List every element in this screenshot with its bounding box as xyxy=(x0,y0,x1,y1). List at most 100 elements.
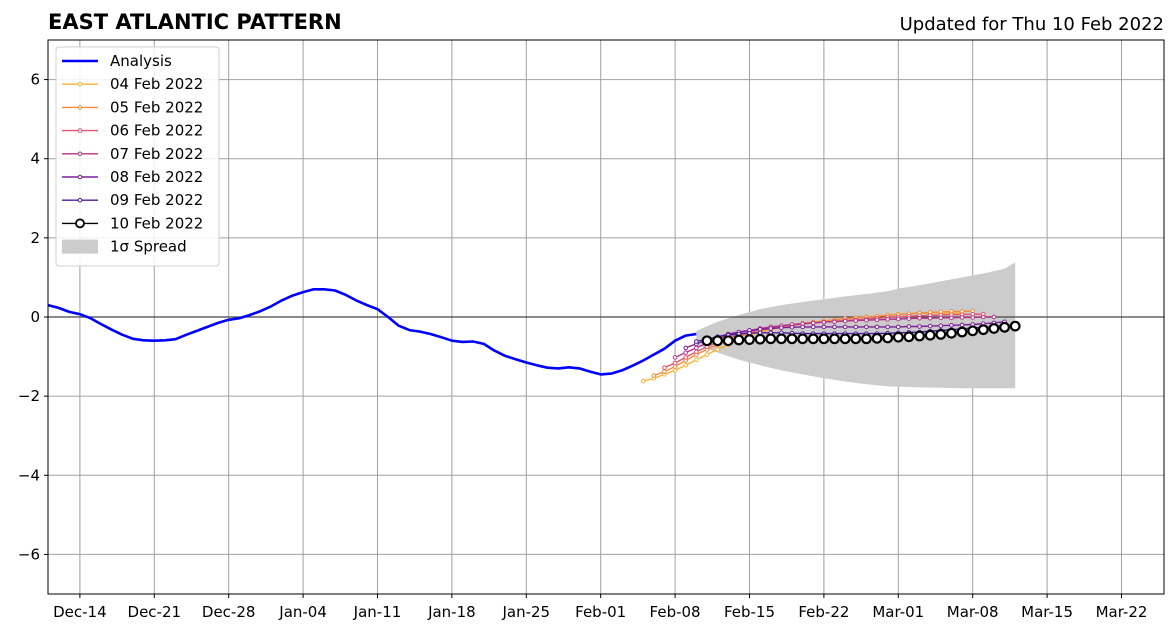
series-point xyxy=(786,333,798,345)
series-point xyxy=(914,330,925,342)
series-point xyxy=(821,324,827,330)
series-point xyxy=(924,329,936,341)
legend-item: 10 Feb 2022 xyxy=(62,214,203,232)
series-point xyxy=(640,378,646,384)
series-point xyxy=(946,327,957,339)
y-tick-label: −4 xyxy=(18,466,40,484)
legend-item: 08 Feb 2022 xyxy=(62,168,203,186)
chart-subtitle: Updated for Thu 10 Feb 2022 xyxy=(900,14,1164,35)
series-point xyxy=(797,333,809,345)
series-point xyxy=(853,324,859,330)
series-point xyxy=(800,324,805,330)
series-point xyxy=(694,339,699,344)
y-tick-label: 6 xyxy=(30,71,40,89)
series-point xyxy=(935,329,947,340)
series-point xyxy=(906,316,912,321)
series-point xyxy=(722,335,734,347)
series-point xyxy=(895,324,901,330)
series-point xyxy=(917,324,922,329)
x-tick-label: Mar-22 xyxy=(1096,603,1148,621)
legend-item: Analysis xyxy=(62,52,172,70)
legend-item: 06 Feb 2022 xyxy=(62,122,203,140)
series-point xyxy=(988,323,1000,334)
series-point xyxy=(744,334,755,345)
series-point xyxy=(864,317,869,323)
series-point xyxy=(991,314,997,320)
series-point xyxy=(715,347,720,352)
series-point xyxy=(861,333,872,345)
series-point xyxy=(672,364,678,369)
legend-marker xyxy=(77,197,83,203)
series-point xyxy=(757,326,763,332)
legend-label: 09 Feb 2022 xyxy=(110,191,203,209)
y-tick-label: −6 xyxy=(18,545,40,563)
series-point xyxy=(853,318,859,323)
legend-item: 1σ Spread xyxy=(62,238,187,256)
series-point xyxy=(683,362,689,368)
series-point xyxy=(694,349,699,355)
series-point xyxy=(683,345,689,351)
series-point xyxy=(754,333,766,345)
series-point xyxy=(903,331,915,343)
y-tick-label: 4 xyxy=(30,150,40,168)
series-point xyxy=(821,319,827,325)
series-point xyxy=(829,333,840,345)
series-point xyxy=(810,324,816,330)
series-point xyxy=(842,318,848,324)
series-point xyxy=(874,324,880,330)
x-axis: Dec-14 Dec-21 Dec-28 Jan-04 Jan-11 Jan-18 Jan-… xyxy=(53,594,1147,621)
legend-label: 05 Feb 2022 xyxy=(110,98,203,116)
x-tick-label: Feb-01 xyxy=(575,603,626,621)
legend-item: 05 Feb 2022 xyxy=(62,98,203,116)
x-tick-label: Jan-04 xyxy=(278,603,327,621)
series-point xyxy=(977,324,989,336)
series-point xyxy=(807,333,819,345)
series-point xyxy=(882,332,894,344)
legend-swatch xyxy=(62,239,98,254)
series-point xyxy=(895,316,901,322)
series-point xyxy=(832,324,837,330)
series-point xyxy=(662,369,667,374)
series-point xyxy=(864,324,869,330)
series-point xyxy=(662,365,667,370)
series-point xyxy=(981,314,986,320)
legend-marker xyxy=(77,174,83,180)
legend-marker xyxy=(77,128,83,133)
series-point xyxy=(672,355,678,360)
series-10-feb-2022 xyxy=(701,320,1021,347)
series-point xyxy=(839,333,851,345)
series-point xyxy=(885,324,890,330)
legend-marker xyxy=(75,218,85,229)
series-point xyxy=(651,373,657,378)
legend-label: 07 Feb 2022 xyxy=(110,145,203,163)
series-point xyxy=(810,320,816,326)
series-point xyxy=(927,323,933,329)
series-line xyxy=(48,287,697,376)
x-tick-label: Mar-15 xyxy=(1021,603,1073,621)
series-layer xyxy=(48,287,1021,384)
legend-label: 06 Feb 2022 xyxy=(110,122,203,140)
legend-marker xyxy=(77,81,83,87)
series-point xyxy=(938,323,944,329)
y-tick-label: 2 xyxy=(30,229,40,247)
series-point xyxy=(949,323,954,328)
series-point xyxy=(970,315,975,320)
legend-marker xyxy=(77,151,83,157)
series-point xyxy=(1009,320,1021,332)
series-point xyxy=(959,322,965,328)
series-point xyxy=(789,324,795,330)
y-tick-label: −2 xyxy=(18,387,40,405)
legend-box xyxy=(55,46,220,267)
series-point xyxy=(938,315,944,321)
series-point xyxy=(999,321,1010,333)
legend-label: 1σ Spread xyxy=(110,238,187,256)
legend-label: 10 Feb 2022 xyxy=(110,214,203,232)
x-tick-label: Feb-22 xyxy=(798,603,849,621)
series-point xyxy=(885,317,890,322)
x-tick-label: Dec-21 xyxy=(128,603,182,621)
legend-item: 04 Feb 2022 xyxy=(62,75,203,93)
x-tick-label: Feb-15 xyxy=(724,603,775,621)
legend-label: 08 Feb 2022 xyxy=(110,168,203,186)
series-point xyxy=(694,345,699,351)
